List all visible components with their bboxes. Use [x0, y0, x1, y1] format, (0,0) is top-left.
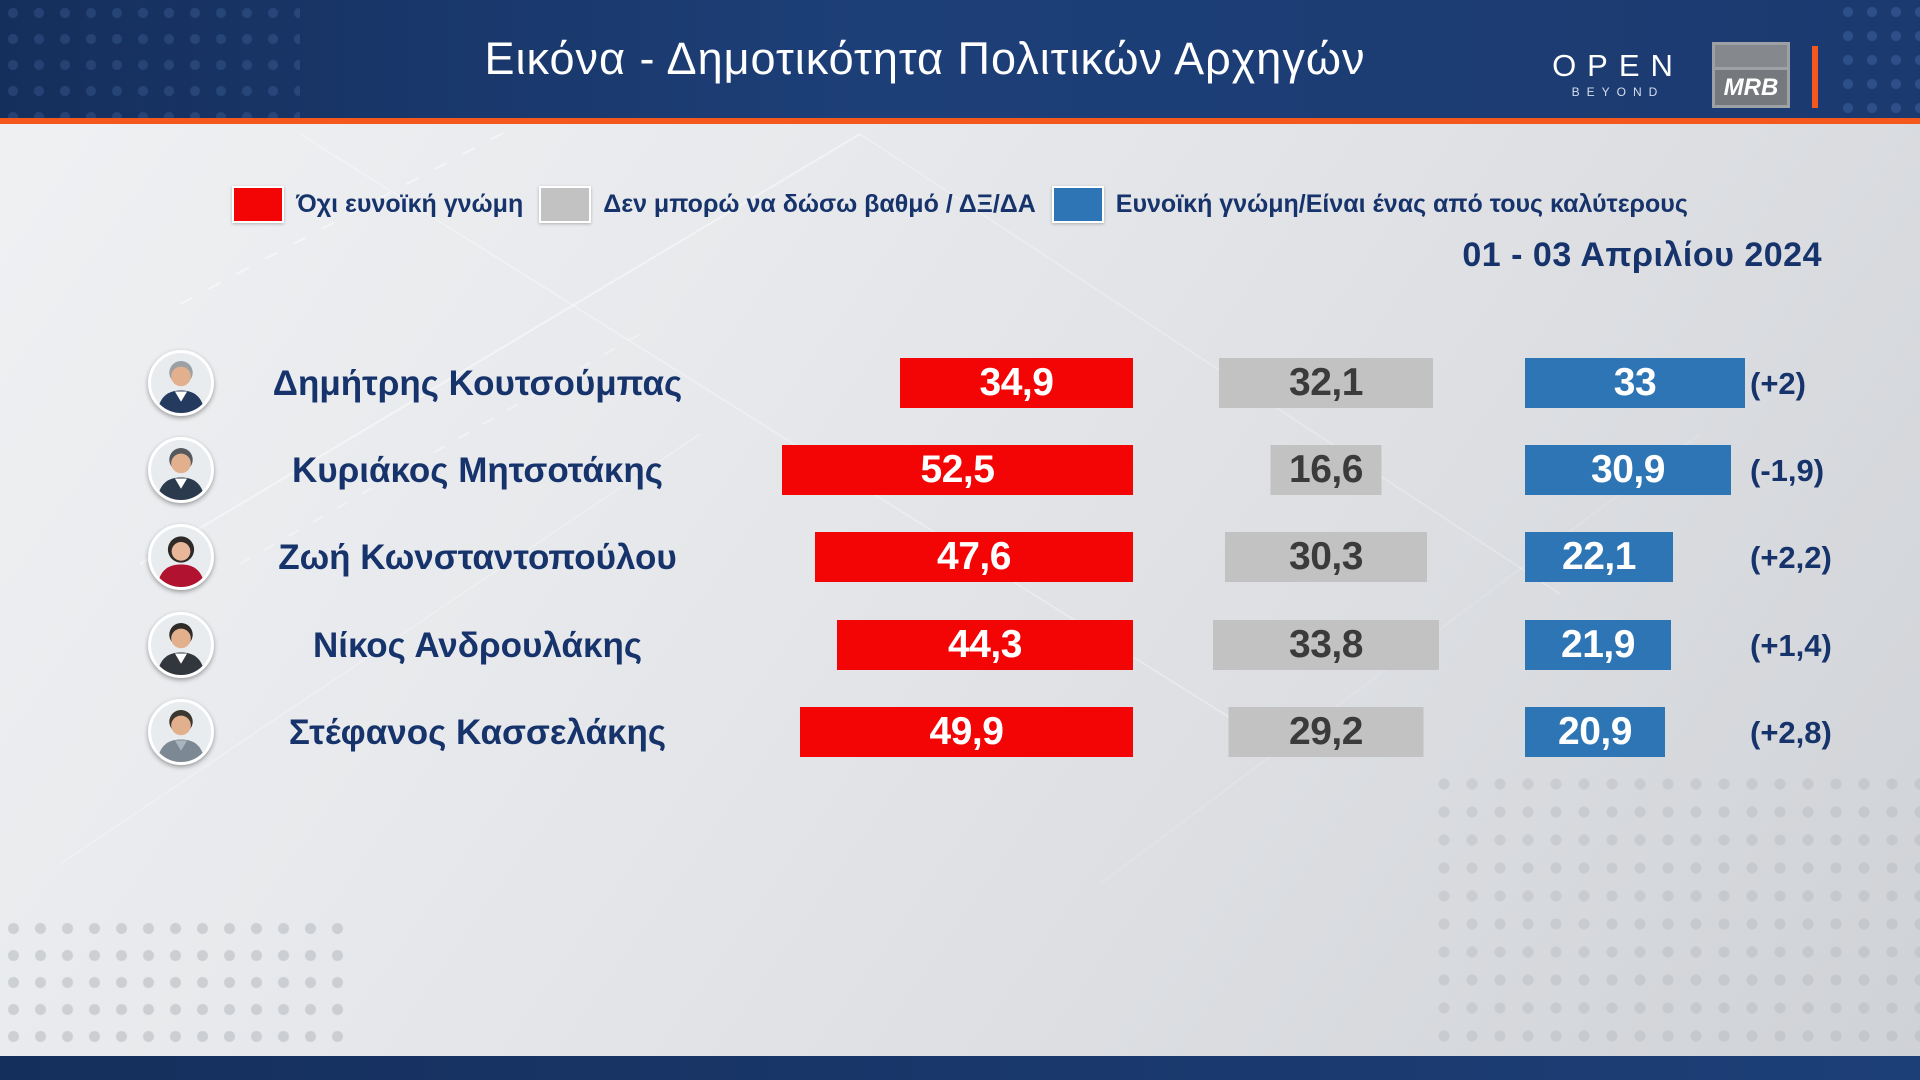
open-tv-logo: OPEN BEYOND	[1548, 50, 1688, 99]
delta-value: (+2)	[1750, 366, 1806, 401]
footer-bar	[0, 1056, 1920, 1080]
leader-name: Ζωή Κωνσταντοπούλου	[278, 538, 677, 577]
dots-pattern-bottom-right	[1430, 770, 1920, 1056]
bar-unfavorable: 49,9	[800, 707, 1133, 757]
open-logo-text: OPEN	[1552, 48, 1684, 83]
delta-value: (+2,2)	[1750, 540, 1832, 575]
legend: Όχι ευνοϊκή γνώμη Δεν μπορώ να δώσω βαθμ…	[0, 184, 1920, 224]
bar-favorable: 30,9	[1525, 445, 1731, 495]
leader-row: Στέφανος Κασσελάκης 49,9 29,2 20,9 (+2,8…	[0, 689, 1920, 776]
legend-item-favorable: Ευνοϊκή γνώμη/Είναι ένας από τους καλύτε…	[1051, 185, 1688, 223]
legend-item-neutral: Δεν μπορώ να δώσω βαθμό / ΔΞ/ΔΑ	[539, 185, 1036, 223]
bar-neutral: 16,6	[1270, 445, 1382, 495]
bar-unfavorable: 44,3	[837, 620, 1133, 670]
avatar	[148, 437, 214, 503]
orange-accent-tick	[1812, 46, 1818, 108]
legend-swatch-blue	[1051, 185, 1104, 223]
avatar	[148, 524, 214, 590]
open-logo-subtext: BEYOND	[1571, 85, 1665, 99]
bar-favorable: 33	[1525, 358, 1745, 408]
legend-item-unfavorable: Όχι ευνοϊκή γνώμη	[232, 185, 524, 223]
leader-row: Νίκος Ανδρουλάκης 44,3 33,8 21,9 (+1,4)	[0, 602, 1920, 689]
bar-unfavorable: 47,6	[815, 532, 1133, 582]
bar-neutral: 29,2	[1228, 707, 1424, 757]
mrb-logo: MRB	[1712, 42, 1790, 108]
bar-unfavorable: 34,9	[900, 358, 1133, 408]
legend-label-neutral: Δεν μπορώ να δώσω βαθμό / ΔΞ/ΔΑ	[603, 189, 1036, 218]
avatar	[148, 350, 214, 416]
leader-row: Κυριάκος Μητσοτάκης 52,5 16,6 30,9 (-1,9…	[0, 427, 1920, 514]
legend-swatch-red	[232, 185, 285, 223]
bar-unfavorable: 52,5	[782, 445, 1133, 495]
legend-swatch-gray	[539, 185, 592, 223]
leader-name: Νίκος Ανδρουλάκης	[312, 626, 643, 665]
mrb-logo-text: MRB	[1715, 70, 1787, 105]
orange-divider	[0, 118, 1920, 124]
bar-neutral: 30,3	[1225, 532, 1427, 582]
mrb-logo-topbar	[1715, 45, 1787, 67]
avatar	[148, 612, 214, 678]
bar-favorable: 20,9	[1525, 707, 1665, 757]
dots-pattern-bottom-left	[0, 915, 345, 1056]
survey-date: 01 - 03 Απριλίου 2024	[1462, 236, 1822, 274]
bar-favorable: 22,1	[1525, 532, 1673, 582]
legend-label-favorable: Ευνοϊκή γνώμη/Είναι ένας από τους καλύτε…	[1115, 189, 1688, 218]
leader-name: Κυριάκος Μητσοτάκης	[292, 451, 663, 490]
header-bar: Εικόνα - Δημοτικότητα Πολιτικών Αρχηγών …	[0, 0, 1920, 118]
legend-label-unfavorable: Όχι ευνοϊκή γνώμη	[296, 189, 524, 218]
bar-neutral: 32,1	[1219, 358, 1433, 408]
leader-row: Δημήτρης Κουτσούμπας 34,9 32,1 33 (+2)	[0, 340, 1920, 427]
avatar	[148, 699, 214, 765]
page-title: Εικόνα - Δημοτικότητα Πολιτικών Αρχηγών	[484, 33, 1366, 84]
leader-row: Ζωή Κωνσταντοπούλου 47,6 30,3 22,1 (+2,2…	[0, 514, 1920, 601]
delta-value: (-1,9)	[1750, 453, 1825, 488]
bar-neutral: 33,8	[1213, 620, 1439, 670]
leader-name: Στέφανος Κασσελάκης	[288, 713, 667, 752]
delta-value: (+2,8)	[1750, 715, 1832, 750]
bar-favorable: 21,9	[1525, 620, 1671, 670]
leader-name: Δημήτρης Κουτσούμπας	[272, 364, 683, 403]
delta-value: (+1,4)	[1750, 628, 1832, 663]
